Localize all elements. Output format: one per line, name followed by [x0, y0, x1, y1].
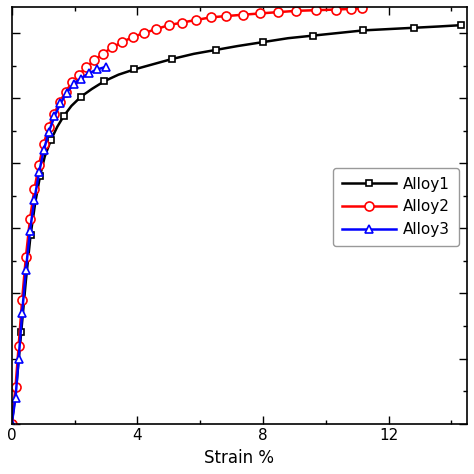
Alloy2 [141, 30, 147, 36]
Alloy3 [19, 310, 25, 316]
Alloy2 [130, 34, 136, 40]
Alloy2 [333, 7, 338, 12]
Alloy3 [78, 76, 84, 82]
Alloy2 [91, 57, 97, 63]
Alloy1 [37, 173, 43, 179]
Alloy1 [32, 200, 38, 205]
Alloy3 [13, 395, 18, 401]
Alloy1 [169, 56, 175, 62]
Alloy1 [285, 36, 291, 41]
Alloy1 [28, 232, 34, 237]
Alloy1 [361, 27, 366, 33]
Alloy2 [76, 72, 82, 78]
Alloy2 [51, 111, 57, 117]
Line: Alloy3: Alloy3 [8, 63, 110, 428]
Alloy2 [275, 9, 281, 15]
Alloy1 [310, 33, 316, 38]
Alloy3 [41, 147, 46, 153]
Alloy2 [31, 186, 37, 192]
Alloy1 [386, 26, 392, 32]
Alloy1 [116, 72, 121, 78]
Alloy2 [154, 26, 159, 32]
Alloy2 [193, 17, 199, 23]
Alloy3 [103, 64, 109, 70]
Alloy3 [52, 113, 57, 119]
Alloy2 [27, 216, 33, 222]
Alloy2 [166, 22, 172, 28]
Alloy1 [42, 154, 47, 160]
Alloy2 [223, 13, 229, 19]
X-axis label: Strain %: Strain % [204, 449, 274, 467]
Line: Alloy1: Alloy1 [8, 22, 464, 427]
Alloy2 [13, 384, 18, 390]
Alloy1 [131, 67, 137, 73]
Alloy1 [23, 278, 29, 283]
Alloy3 [31, 197, 37, 202]
Alloy1 [18, 329, 24, 335]
Alloy3 [64, 90, 70, 96]
Alloy3 [36, 170, 42, 175]
Alloy1 [55, 124, 60, 129]
Alloy2 [313, 8, 319, 13]
Alloy2 [36, 162, 42, 167]
Alloy2 [109, 45, 115, 50]
Alloy2 [16, 343, 21, 348]
Alloy2 [63, 89, 69, 94]
Alloy2 [208, 15, 214, 20]
Alloy1 [78, 94, 84, 100]
Alloy2 [348, 6, 354, 12]
Alloy1 [458, 22, 464, 28]
Alloy1 [235, 43, 241, 49]
Alloy1 [150, 62, 156, 67]
Alloy3 [46, 129, 52, 135]
Alloy3 [27, 228, 33, 234]
Line: Alloy2: Alloy2 [7, 4, 366, 428]
Alloy1 [14, 382, 19, 387]
Alloy2 [9, 421, 15, 427]
Alloy3 [71, 81, 76, 87]
Alloy2 [19, 297, 25, 303]
Alloy2 [57, 99, 63, 105]
Alloy2 [359, 5, 365, 11]
Alloy3 [57, 100, 63, 106]
Alloy3 [16, 356, 21, 361]
Alloy3 [86, 71, 91, 76]
Legend: Alloy1, Alloy2, Alloy3: Alloy1, Alloy2, Alloy3 [333, 168, 459, 246]
Alloy1 [436, 24, 442, 29]
Alloy2 [240, 12, 246, 18]
Alloy3 [9, 421, 15, 427]
Alloy1 [213, 47, 219, 53]
Alloy1 [61, 113, 66, 119]
Alloy2 [100, 51, 106, 57]
Alloy1 [336, 30, 341, 36]
Alloy2 [46, 124, 52, 129]
Alloy2 [179, 20, 185, 26]
Alloy1 [191, 51, 197, 57]
Alloy1 [411, 25, 417, 31]
Alloy1 [89, 86, 95, 92]
Alloy3 [94, 67, 100, 73]
Alloy2 [119, 39, 125, 45]
Alloy2 [83, 64, 89, 70]
Alloy1 [9, 421, 15, 427]
Alloy2 [69, 80, 75, 85]
Alloy2 [41, 141, 46, 146]
Alloy2 [23, 254, 29, 260]
Alloy3 [23, 267, 29, 273]
Alloy2 [257, 10, 263, 16]
Alloy1 [69, 103, 74, 109]
Alloy1 [48, 137, 54, 143]
Alloy2 [293, 8, 299, 14]
Alloy1 [260, 39, 266, 45]
Alloy1 [101, 78, 107, 84]
